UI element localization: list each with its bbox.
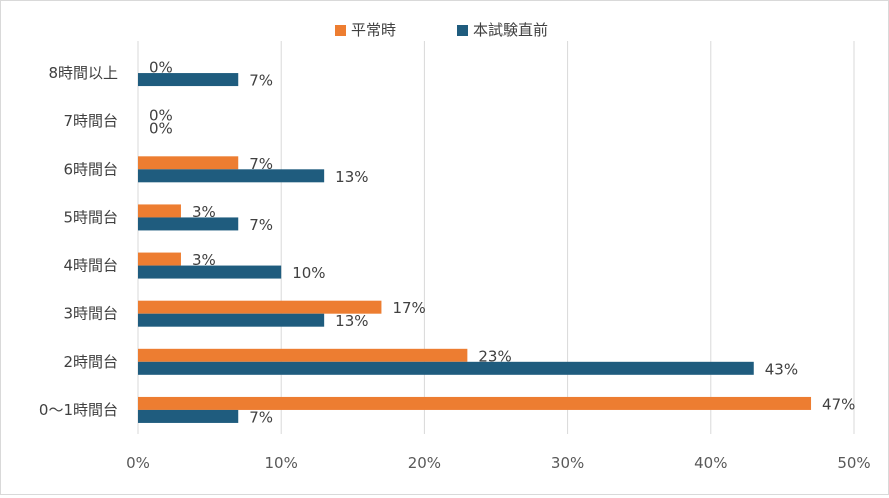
x-tick-label: 10% — [265, 454, 298, 472]
gridlines — [137, 41, 855, 434]
data-label: 0% — [149, 107, 173, 125]
bar-pre-exam — [138, 265, 282, 279]
value-axis: 0% 10% 20% 30% 40% 50% — [126, 454, 871, 472]
data-label: 0% — [149, 59, 173, 77]
bar-pre-exam — [138, 73, 239, 87]
category-label: 5時間台 — [63, 208, 118, 226]
data-label: 23% — [478, 347, 511, 365]
category-axis: 0〜1時間台 2時間台 3時間台 4時間台 5時間台 6時間台 7時間台 8時間以上 — [39, 64, 118, 419]
data-label: 0% — [149, 120, 173, 138]
data-label: 17% — [392, 299, 425, 317]
category-label: 3時間台 — [63, 305, 118, 323]
legend-swatch-normal — [335, 25, 346, 36]
legend-label: 本試験直前 — [473, 21, 548, 39]
data-label: 13% — [335, 168, 368, 186]
bar-normal — [138, 300, 382, 314]
data-label: 10% — [292, 264, 325, 282]
data-label: 47% — [822, 395, 855, 413]
x-tick-label: 50% — [837, 454, 870, 472]
bar-normal — [138, 204, 181, 218]
data-label: 3% — [192, 203, 216, 221]
category-label: 7時間台 — [63, 112, 118, 130]
bar-pre-exam — [138, 169, 325, 183]
bar-normal — [138, 348, 468, 362]
bar-pre-exam — [138, 409, 239, 423]
data-labels: 47%7%23%43%17%13%3%10%3%7%7%13%0%0%0%7% — [149, 59, 855, 427]
bar-normal — [138, 396, 812, 410]
x-tick-label: 20% — [408, 454, 441, 472]
bar-pre-exam — [138, 361, 754, 375]
data-label: 7% — [249, 408, 273, 426]
x-tick-label: 30% — [551, 454, 584, 472]
bar-pre-exam — [138, 217, 239, 231]
bars — [138, 73, 812, 423]
x-tick-label: 0% — [126, 454, 150, 472]
category-label: 4時間台 — [63, 257, 118, 275]
category-label: 2時間台 — [63, 353, 118, 371]
legend-swatch-pre-exam — [457, 25, 468, 36]
data-label: 13% — [335, 312, 368, 330]
legend: 平常時 本試験直前 — [335, 21, 548, 39]
data-label: 7% — [249, 72, 273, 90]
legend-label: 平常時 — [351, 21, 396, 39]
data-label: 7% — [249, 216, 273, 234]
bar-normal — [138, 252, 181, 266]
bar-pre-exam — [138, 313, 325, 327]
data-label: 43% — [765, 360, 798, 378]
x-tick-label: 40% — [694, 454, 727, 472]
bar-normal — [138, 156, 239, 170]
data-label: 3% — [192, 251, 216, 269]
category-label: 0〜1時間台 — [39, 401, 118, 419]
category-label: 8時間以上 — [48, 64, 118, 82]
category-label: 6時間台 — [63, 160, 118, 178]
data-label: 7% — [249, 155, 273, 173]
